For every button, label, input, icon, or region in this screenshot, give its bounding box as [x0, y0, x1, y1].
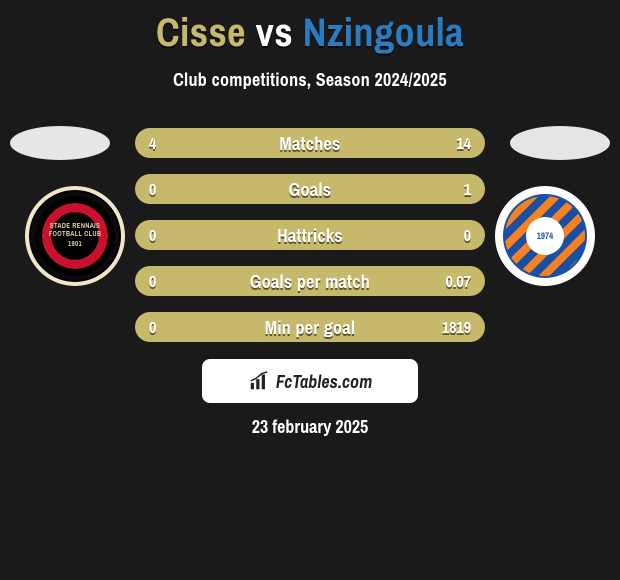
stat-label: Min per goal	[135, 315, 485, 340]
stat-row: 0Hattricks0	[135, 220, 485, 250]
stats-list: 4Matches140Goals10Hattricks00Goals per m…	[135, 128, 485, 358]
stat-label: Goals per match	[135, 269, 485, 294]
stat-label: Matches	[135, 131, 485, 156]
subtitle: Club competitions, Season 2024/2025	[0, 67, 620, 92]
stat-left-value: 0	[149, 270, 156, 292]
crest-right-inner: 1974	[526, 217, 564, 255]
stat-left-value: 0	[149, 316, 156, 338]
crest-right-year: 1974	[537, 230, 553, 242]
stat-row: 4Matches14	[135, 128, 485, 158]
team-left-crest: STADE RENNAIS FOOTBALL CLUB 1901	[25, 186, 125, 286]
brand-text: FcTables.com	[276, 369, 372, 394]
player2-name: Nzingoula	[303, 6, 464, 59]
generated-date: 23 february 2025	[0, 414, 620, 439]
bar-chart-icon	[248, 370, 270, 392]
stat-row: 0Min per goal1819	[135, 312, 485, 342]
stat-left-value: 0	[149, 178, 156, 200]
stat-row: 0Goals1	[135, 174, 485, 204]
comparison-card: Cisse vs Nzingoula Club competitions, Se…	[0, 6, 620, 580]
stat-label: Hattricks	[135, 223, 485, 248]
crest-left-line2: FOOTBALL CLUB	[49, 231, 102, 239]
fctables-badge[interactable]: FcTables.com	[202, 359, 418, 403]
stat-right-value: 14	[456, 132, 471, 154]
stat-right-value: 1	[464, 178, 471, 200]
crest-left-text: STADE RENNAIS FOOTBALL CLUB 1901	[29, 190, 121, 282]
stat-left-value: 4	[149, 132, 156, 154]
vs-word: vs	[256, 6, 293, 59]
stat-label: Goals	[135, 177, 485, 202]
stat-row: 0Goals per match0.07	[135, 266, 485, 296]
crest-left-year: 1901	[68, 241, 82, 249]
stat-right-value: 0	[464, 224, 471, 246]
player2-photo-placeholder	[510, 126, 610, 160]
stat-right-value: 1819	[442, 316, 471, 338]
team-right-crest: 1974	[495, 186, 595, 286]
player1-name: Cisse	[156, 6, 246, 59]
stat-right-value: 0.07	[445, 270, 471, 292]
stat-left-value: 0	[149, 224, 156, 246]
page-title: Cisse vs Nzingoula	[0, 6, 620, 59]
player1-photo-placeholder	[10, 126, 110, 160]
